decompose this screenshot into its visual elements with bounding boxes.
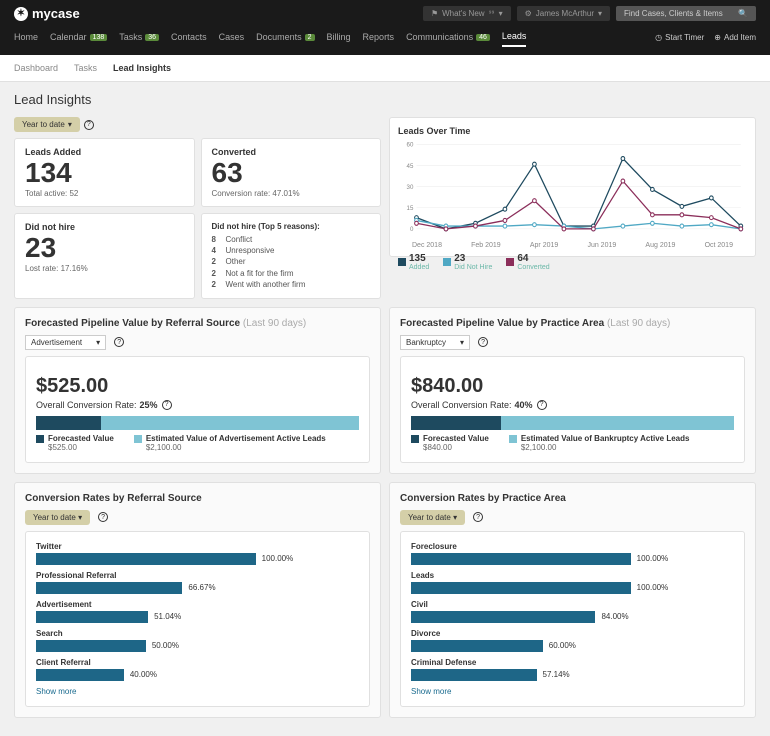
pipeline-dropdown[interactable]: Bankruptcy▾	[400, 335, 470, 350]
help-icon[interactable]: ?	[114, 337, 124, 347]
kpi-reasons: Did not hire (Top 5 reasons): 8Conflict4…	[201, 213, 382, 299]
chart-legend-item: 23Did Not Hire	[443, 253, 492, 271]
panel-title: Forecasted Pipeline Value by Practice Ar…	[400, 318, 745, 329]
nav-communications[interactable]: Communications46	[406, 27, 490, 47]
conversion-bar-row: Criminal Defense57.14%	[411, 658, 734, 681]
conversion-rate-label: Overall Conversion Rate: 40% ?	[411, 400, 734, 410]
help-icon[interactable]: ?	[84, 120, 94, 130]
start-timer-button[interactable]: ◷Start Timer	[655, 29, 704, 46]
help-icon[interactable]: ?	[473, 512, 483, 522]
nav-documents[interactable]: Documents2	[256, 27, 314, 47]
user-dropdown[interactable]: ⚙James McArthur▾	[517, 6, 610, 21]
legend-item: Estimated Value of Bankruptcy Active Lea…	[509, 434, 690, 452]
pipeline-panel: Forecasted Pipeline Value by Practice Ar…	[389, 307, 756, 474]
reason-row: 2Went with another firm	[212, 279, 371, 290]
brand-logo[interactable]: ✶ mycase	[14, 6, 80, 21]
conversion-bar-row: Twitter100.00%	[36, 542, 359, 565]
subtab-tasks[interactable]: Tasks	[74, 63, 97, 73]
nav-tasks[interactable]: Tasks36	[119, 27, 159, 47]
subtab-dashboard[interactable]: Dashboard	[14, 63, 58, 73]
logo-icon: ✶	[14, 7, 28, 21]
plus-icon: ⊕	[714, 33, 721, 42]
reason-row: 2Not a fit for the firm	[212, 268, 371, 279]
nav-billing[interactable]: Billing	[327, 27, 351, 47]
reason-row: 2Other	[212, 256, 371, 267]
nav-badge: 36	[145, 34, 159, 41]
nav-leads[interactable]: Leads	[502, 27, 527, 47]
pipeline-dropdown[interactable]: Advertisement▾	[25, 335, 106, 350]
panel-title: Conversion Rates by Practice Area	[400, 493, 745, 504]
conversion-bar-row: Divorce60.00%	[411, 629, 734, 652]
nav-badge: 138	[90, 34, 108, 41]
nav-contacts[interactable]: Contacts	[171, 27, 207, 47]
svg-text:60: 60	[407, 141, 414, 148]
search-input[interactable]: Find Cases, Clients & Items 🔍	[616, 6, 756, 21]
subtab-lead-insights[interactable]: Lead Insights	[113, 63, 171, 73]
reason-row: 4Unresponsive	[212, 245, 371, 256]
chart-legend-item: 64Converted	[506, 253, 549, 271]
conversion-panel: Conversion Rates by Practice Area Year to…	[389, 482, 756, 718]
kpi-did-not-hire: Did not hire 23 Lost rate: 17.16%	[14, 213, 195, 299]
help-icon[interactable]: ?	[98, 512, 108, 522]
kpi-leads-added: Leads Added 134 Total active: 52	[14, 138, 195, 207]
nav-badge: 2	[305, 34, 315, 41]
search-icon: 🔍	[738, 9, 748, 18]
pipeline-bar	[411, 416, 734, 430]
nav-reports[interactable]: Reports	[363, 27, 395, 47]
conversion-bar-row: Foreclosure100.00%	[411, 542, 734, 565]
panel-title: Conversion Rates by Referral Source	[25, 493, 370, 504]
conversion-bar-row: Search50.00%	[36, 629, 359, 652]
chart-legend-item: 135Added	[398, 253, 429, 271]
nav-home[interactable]: Home	[14, 27, 38, 47]
show-more-link[interactable]: Show more	[36, 687, 359, 696]
legend-item: Forecasted Value$525.00	[36, 434, 114, 452]
svg-text:45: 45	[407, 163, 414, 170]
brand-text: mycase	[32, 6, 80, 21]
conversion-bar-row: Leads100.00%	[411, 571, 734, 594]
nav-badge: 46	[476, 34, 490, 41]
pipeline-bar	[36, 416, 359, 430]
conversion-bar-row: Civil84.00%	[411, 600, 734, 623]
nav-calendar[interactable]: Calendar138	[50, 27, 107, 47]
nav-cases[interactable]: Cases	[219, 27, 245, 47]
svg-text:0: 0	[410, 226, 414, 233]
panel-title: Forecasted Pipeline Value by Referral So…	[25, 318, 370, 329]
conversion-rate-label: Overall Conversion Rate: 25% ?	[36, 400, 359, 410]
pipeline-amount: $525.00	[36, 375, 359, 398]
help-icon[interactable]: ?	[537, 400, 547, 410]
timer-icon: ◷	[655, 33, 662, 42]
show-more-link[interactable]: Show more	[411, 687, 734, 696]
conversion-bar-row: Professional Referral66.67%	[36, 571, 359, 594]
period-selector[interactable]: Year to date ▾	[400, 510, 465, 525]
period-selector[interactable]: Year to date ▾	[25, 510, 90, 525]
conversion-bar-row: Client Referral40.00%	[36, 658, 359, 681]
period-selector[interactable]: Year to date ▾	[14, 117, 80, 132]
help-icon[interactable]: ?	[162, 400, 172, 410]
sub-tabs: Dashboard Tasks Lead Insights	[0, 55, 770, 82]
conversion-panel: Conversion Rates by Referral Source Year …	[14, 482, 381, 718]
pipeline-amount: $840.00	[411, 375, 734, 398]
page-title: Lead Insights	[14, 92, 756, 107]
main-nav: Home Calendar138 Tasks36 Contacts Cases Docum…	[0, 27, 770, 55]
svg-text:15: 15	[407, 205, 414, 212]
leads-over-time-chart: Leads Over Time 015304560 Dec 2018Feb 20…	[389, 117, 756, 257]
svg-text:30: 30	[407, 184, 414, 191]
pipeline-panel: Forecasted Pipeline Value by Referral So…	[14, 307, 381, 474]
top-bar: ✶ mycase ⚑What's New⁹⁹▾ ⚙James McArthur▾…	[0, 0, 770, 27]
help-icon[interactable]: ?	[478, 337, 488, 347]
kpi-converted: Converted 63 Conversion rate: 47.01%	[201, 138, 382, 207]
add-item-button[interactable]: ⊕Add Item	[714, 29, 756, 46]
legend-item: Forecasted Value$840.00	[411, 434, 489, 452]
conversion-bar-row: Advertisement51.04%	[36, 600, 359, 623]
reason-row: 8Conflict	[212, 234, 371, 245]
legend-item: Estimated Value of Advertisement Active …	[134, 434, 326, 452]
whats-new-dropdown[interactable]: ⚑What's New⁹⁹▾	[423, 6, 511, 21]
